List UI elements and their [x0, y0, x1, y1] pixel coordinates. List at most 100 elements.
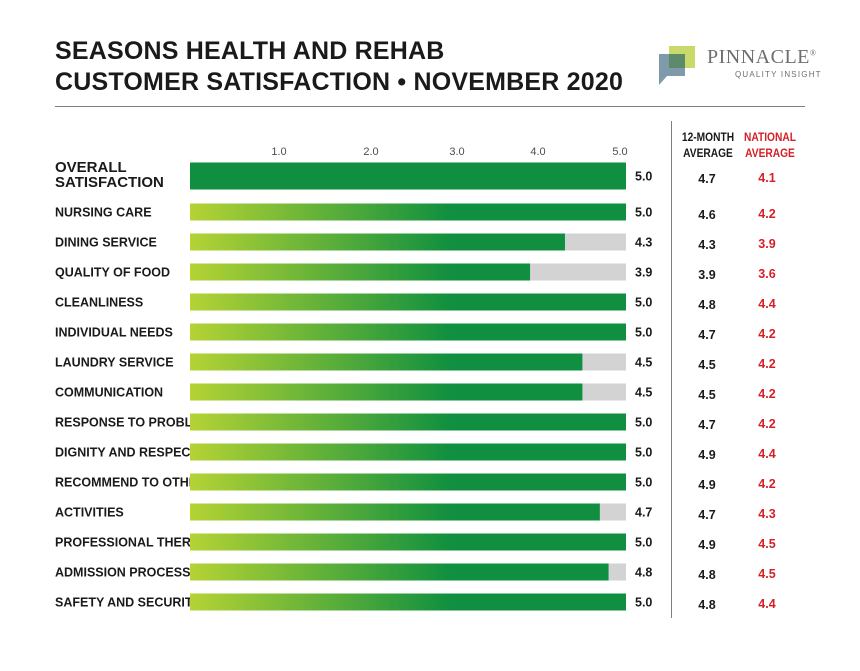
- page-title: SEASONS HEALTH AND REHAB: [55, 37, 445, 65]
- chart-row: SAFETY AND SECURITY 5.0 4.8 4.4: [55, 593, 776, 612]
- twelve-month-average-header: 12-MONTH AVERAGE: [681, 130, 735, 160]
- bar-value-label: 4.3: [635, 236, 652, 250]
- category-label: SAFETY AND SECURITY: [55, 596, 202, 610]
- bar-value-label: 4.5: [635, 386, 652, 400]
- bar-value-label: 4.8: [635, 566, 652, 580]
- bar: [190, 503, 600, 521]
- bar-value-label: 5.0: [635, 170, 652, 184]
- twelve-month-average-value: 4.8: [698, 598, 715, 612]
- twelve-month-average-value: 4.7: [698, 418, 715, 432]
- category-label: PROFESSIONAL THERAPY: [55, 536, 217, 550]
- national-average-value: 4.2: [758, 387, 775, 401]
- chart-row: NURSING CARE 5.0 4.6 4.2: [55, 203, 776, 222]
- bar: [190, 533, 626, 551]
- bar-value-label: 5.0: [635, 476, 652, 490]
- bar: [190, 293, 626, 311]
- category-label: RECOMMEND TO OTHERS: [55, 476, 215, 490]
- national-average-value: 4.2: [758, 207, 775, 221]
- bar: [190, 162, 626, 190]
- bar: [190, 263, 531, 281]
- national-average-value: 4.5: [758, 567, 775, 581]
- national-average-value: 3.6: [758, 267, 775, 281]
- category-label: COMMUNICATION: [55, 386, 163, 400]
- twelve-month-average-value: 4.9: [698, 538, 715, 552]
- twelve-month-average-value: 4.9: [698, 478, 715, 492]
- chart-row: RESPONSE TO PROBLEMS 5.0 4.7 4.2: [55, 413, 776, 432]
- national-average-value: 4.1: [758, 171, 775, 185]
- x-tick-label: 3.0: [449, 146, 464, 158]
- bar-value-label: 5.0: [635, 326, 652, 340]
- category-label: ACTIVITIES: [55, 506, 124, 520]
- bar-value-label: 5.0: [635, 596, 652, 610]
- national-average-value: 4.4: [758, 447, 775, 461]
- twelve-month-average-value: 4.5: [698, 388, 715, 402]
- chart-row: INDIVIDUAL NEEDS 5.0 4.7 4.2: [55, 323, 776, 342]
- category-label: RESPONSE TO PROBLEMS: [55, 416, 219, 430]
- bar-value-label: 4.7: [635, 506, 652, 520]
- speech-bubble-logo-icon: [659, 46, 695, 85]
- bar: [190, 413, 626, 431]
- chart-row: PROFESSIONAL THERAPY 5.0 4.9 4.5: [55, 533, 776, 552]
- twelve-month-average-value: 4.7: [698, 508, 715, 522]
- bar-value-label: 5.0: [635, 296, 652, 310]
- title-divider: [55, 106, 805, 107]
- twelve-month-average-value: 4.5: [698, 358, 715, 372]
- bar: [190, 563, 609, 581]
- twelve-month-average-value: 4.9: [698, 448, 715, 462]
- twelve-month-average-value: 4.3: [698, 238, 715, 252]
- x-tick-label: 4.0: [530, 146, 545, 158]
- national-average-value: 3.9: [758, 237, 775, 251]
- logo-wordmark: PINNACLE®: [707, 46, 817, 68]
- category-label: OVERALL: [55, 159, 127, 176]
- bar: [190, 443, 626, 461]
- title-block: SEASONS HEALTH AND REHAB CUSTOMER SATISF…: [55, 36, 623, 98]
- category-label: QUALITY OF FOOD: [55, 266, 170, 280]
- chart-row: DIGNITY AND RESPECT 5.0 4.9 4.4: [55, 443, 776, 462]
- column-divider: [671, 121, 672, 618]
- logo-tagline: QUALITY INSIGHT: [735, 70, 822, 79]
- bar: [190, 593, 626, 611]
- bar-value-label: 3.9: [635, 266, 652, 280]
- bar-value-label: 5.0: [635, 536, 652, 550]
- bar: [190, 323, 626, 341]
- twelve-month-average-value: 3.9: [698, 268, 715, 282]
- twelve-month-average-value: 4.7: [698, 328, 715, 342]
- national-average-value: 4.5: [758, 537, 775, 551]
- bar: [190, 233, 565, 251]
- national-average-value: 4.3: [758, 507, 775, 521]
- category-label: DINING SERVICE: [55, 236, 157, 250]
- x-tick-label: 1.0: [271, 146, 286, 158]
- category-label: NURSING CARE: [55, 206, 152, 220]
- chart-row: QUALITY OF FOOD 3.9 3.9 3.6: [55, 263, 776, 282]
- twelve-month-average-value: 4.7: [698, 172, 715, 186]
- national-average-value: 4.2: [758, 327, 775, 341]
- x-tick-label: 2.0: [363, 146, 378, 158]
- twelve-month-average-value: 4.8: [698, 298, 715, 312]
- bar-value-label: 5.0: [635, 416, 652, 430]
- category-label: SATISFACTION: [55, 174, 164, 191]
- category-label: INDIVIDUAL NEEDS: [55, 326, 173, 340]
- national-average-value: 4.2: [758, 417, 775, 431]
- chart-row: DINING SERVICE 4.3 4.3 3.9: [55, 233, 776, 252]
- chart-row: ACTIVITIES 4.7 4.7 4.3: [55, 503, 776, 522]
- category-label: LAUNDRY SERVICE: [55, 356, 174, 370]
- national-average-value: 4.4: [758, 297, 775, 311]
- national-average-value: 4.2: [758, 357, 775, 371]
- chart-row: LAUNDRY SERVICE 4.5 4.5 4.2: [55, 353, 776, 372]
- national-average-value: 4.4: [758, 597, 775, 611]
- pinnacle-logo: PINNACLE® QUALITY INSIGHT: [655, 42, 821, 86]
- national-average-value: 4.2: [758, 477, 775, 491]
- x-tick-label: 5.0: [612, 146, 627, 158]
- national-average-header: NATIONAL AVERAGE: [744, 130, 796, 160]
- bar-value-label: 4.5: [635, 356, 652, 370]
- bar: [190, 383, 583, 401]
- chart-row: COMMUNICATION 4.5 4.5 4.2: [55, 383, 776, 402]
- chart-row: CLEANLINESS 5.0 4.8 4.4: [55, 293, 776, 312]
- twelve-month-average-value: 4.6: [698, 208, 715, 222]
- bar-value-label: 5.0: [635, 446, 652, 460]
- chart-row: ADMISSION PROCESS 4.8 4.8 4.5: [55, 563, 776, 582]
- chart-row: RECOMMEND TO OTHERS 5.0 4.9 4.2: [55, 473, 776, 492]
- bar: [190, 473, 626, 491]
- bar: [190, 203, 626, 221]
